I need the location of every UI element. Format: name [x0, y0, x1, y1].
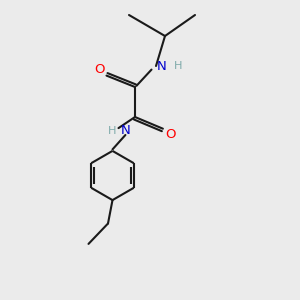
Text: N: N — [157, 59, 166, 73]
Text: O: O — [94, 63, 105, 76]
Text: N: N — [121, 124, 130, 137]
Text: H: H — [108, 125, 117, 136]
Text: O: O — [165, 128, 175, 141]
Text: H: H — [174, 61, 183, 71]
